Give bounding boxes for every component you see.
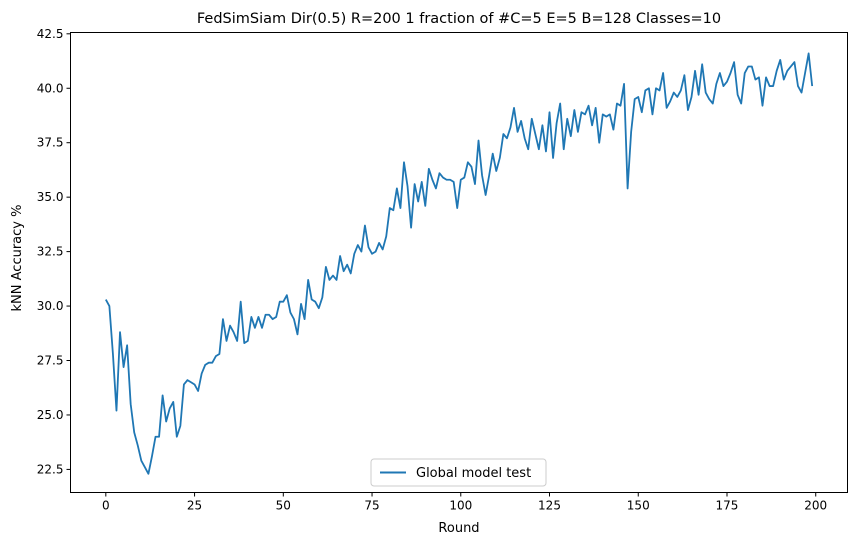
series-line <box>105 52 814 475</box>
x-axis-label: Round <box>438 521 479 536</box>
y-tick-label: 35.0 <box>37 190 64 204</box>
axis-ticks: 0 25 50 75 100 125 150 175 200 22.5 25.0 27.5 30.0 32… <box>37 27 827 513</box>
plot-area <box>105 52 814 475</box>
x-tick-label: 125 <box>538 499 561 513</box>
chart-title: FedSimSiam Dir(0.5) R=200 1 fraction of … <box>197 11 721 27</box>
legend-box <box>370 458 547 487</box>
y-tick-label: 25.0 <box>37 408 64 422</box>
y-axis-label: kNN Accuracy % <box>10 205 25 312</box>
legend: Global model test <box>370 458 547 487</box>
x-tick-label: 200 <box>804 499 827 513</box>
x-tick-label: 175 <box>716 499 739 513</box>
x-tick-label: 75 <box>364 499 379 513</box>
y-tick-label: 27.5 <box>37 354 64 368</box>
x-tick-label: 0 <box>102 499 110 513</box>
y-tick-label: 30.0 <box>37 299 64 313</box>
legend-label: Global model test <box>416 466 531 481</box>
x-tick-label: 25 <box>187 499 202 513</box>
x-tick-label: 50 <box>276 499 291 513</box>
x-tick-label: 150 <box>627 499 650 513</box>
y-tick-label: 22.5 <box>37 462 64 476</box>
y-tick-label: 37.5 <box>37 136 64 150</box>
y-tick-label: 42.5 <box>37 27 64 41</box>
x-tick-label: 100 <box>449 499 472 513</box>
axes-frame <box>70 32 848 493</box>
y-tick-label: 40.0 <box>37 81 64 95</box>
y-tick-label: 32.5 <box>37 245 64 259</box>
